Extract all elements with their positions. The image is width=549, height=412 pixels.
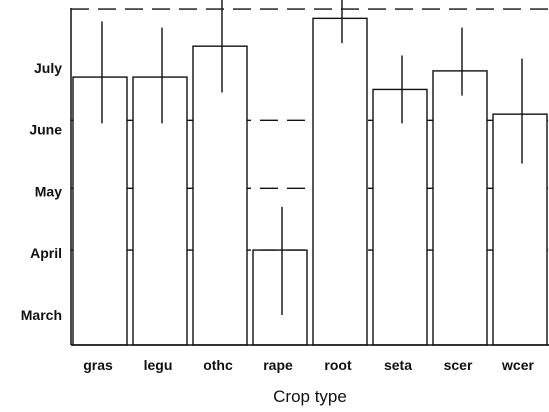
x-tick-label-scer: scer bbox=[444, 357, 473, 373]
x-tick-label-wcer: wcer bbox=[501, 357, 534, 373]
y-tick-label-june: June bbox=[29, 122, 62, 138]
x-tick-label-othc: othc bbox=[203, 357, 233, 373]
x-axis-title: Crop type bbox=[273, 387, 347, 406]
x-tick-label-root: root bbox=[324, 357, 352, 373]
bar-rape bbox=[252, 249, 308, 346]
bar-seta bbox=[372, 88, 428, 346]
y-tick-label-march: March bbox=[21, 307, 62, 323]
bar-legu bbox=[132, 76, 188, 346]
x-tick-label-seta: seta bbox=[384, 357, 412, 373]
y-tick-label-july: July bbox=[34, 60, 62, 76]
y-tick-label-may: May bbox=[35, 183, 62, 199]
bar-root bbox=[312, 17, 368, 346]
axes bbox=[70, 8, 549, 346]
y-tick-labels: March April May June July bbox=[21, 60, 62, 323]
x-tick-labels: gras legu othc rape root seta scer wcer bbox=[83, 357, 534, 373]
y-tick-label-april: April bbox=[30, 245, 62, 261]
bars bbox=[72, 0, 548, 346]
x-tick-label-rape: rape bbox=[263, 357, 293, 373]
x-tick-label-gras: gras bbox=[83, 357, 113, 373]
bar-gras bbox=[72, 76, 128, 346]
bar-wcer bbox=[492, 113, 548, 346]
x-tick-label-legu: legu bbox=[144, 357, 173, 373]
bar-scer bbox=[432, 70, 488, 346]
bar-othc bbox=[192, 45, 248, 346]
